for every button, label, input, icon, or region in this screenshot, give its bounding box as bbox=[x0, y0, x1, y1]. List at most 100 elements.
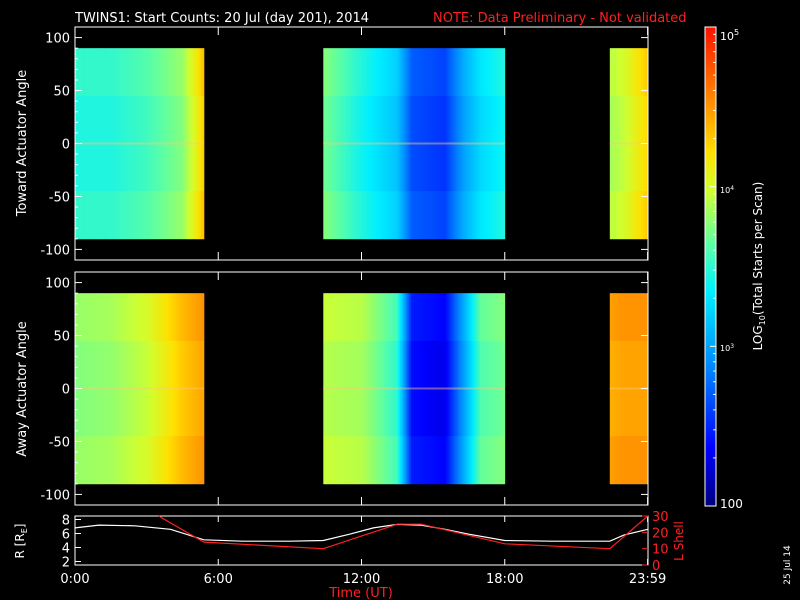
toward-heatmap-cell bbox=[617, 143, 620, 192]
away-heatmap-cell bbox=[426, 436, 429, 485]
toward-heatmap-cell bbox=[399, 95, 403, 144]
away-heatmap-cell bbox=[82, 340, 85, 389]
away-heatmap-cell bbox=[483, 293, 487, 342]
away-heatmap-cell bbox=[449, 436, 452, 485]
toward-heatmap-cell bbox=[134, 48, 137, 97]
away-heatmap-cell bbox=[403, 436, 406, 485]
toward-heatmap-cell bbox=[468, 48, 471, 97]
toward-heatmap-cell bbox=[348, 95, 351, 144]
toward-heatmap-cell bbox=[338, 143, 341, 192]
away-heatmap-cell bbox=[470, 388, 473, 437]
toward-heatmap-cell bbox=[445, 95, 448, 144]
away-heatmap-cell bbox=[644, 293, 647, 342]
away-heatmap-cell bbox=[195, 293, 198, 342]
toward-heatmap-cell bbox=[80, 191, 84, 240]
toward-heatmap-cell bbox=[84, 143, 87, 192]
away-heatmap-cell bbox=[626, 293, 630, 342]
away-heatmap-cell bbox=[176, 436, 179, 485]
toward-heatmap-cell bbox=[359, 95, 362, 144]
away-heatmap-cell bbox=[130, 293, 133, 342]
toward-heatmap-cell bbox=[470, 48, 473, 97]
toward-heatmap-cell bbox=[143, 48, 147, 97]
away-heatmap-cell bbox=[332, 388, 336, 437]
away-heatmap-cell bbox=[84, 340, 87, 389]
toward-heatmap-cell bbox=[470, 191, 473, 240]
away-heatmap-cell bbox=[353, 436, 357, 485]
toward-heatmap-cell bbox=[625, 191, 628, 240]
toward-heatmap-cell bbox=[422, 143, 425, 192]
toward-heatmap-cell bbox=[447, 191, 450, 240]
toward-heatmap-cell bbox=[357, 191, 360, 240]
toward-heatmap-cell bbox=[115, 191, 118, 240]
away-heatmap-cell bbox=[449, 388, 452, 437]
colorbar-title-sub: 10 bbox=[758, 315, 767, 325]
toward-heatmap-cell bbox=[479, 95, 483, 144]
toward-heatmap-cell bbox=[630, 95, 634, 144]
away-heatmap-cell bbox=[403, 340, 406, 389]
away-heatmap-cell bbox=[159, 388, 162, 437]
toward-heatmap-cell bbox=[178, 95, 181, 144]
away-heatmap-cell bbox=[407, 293, 410, 342]
away-heatmap-cell bbox=[382, 436, 385, 485]
away-heatmap-cell bbox=[468, 293, 471, 342]
toward-heatmap-cell bbox=[332, 191, 336, 240]
away-heatmap-cell bbox=[625, 388, 628, 437]
away-heatmap-cell bbox=[407, 340, 410, 389]
toward-heatmap-cell bbox=[130, 191, 133, 240]
away-heatmap-cell bbox=[432, 436, 435, 485]
away-heatmap-cell bbox=[632, 388, 636, 437]
away-heatmap-cell bbox=[323, 436, 326, 485]
toward-heatmap-cell bbox=[197, 48, 200, 97]
away-heatmap-cell bbox=[411, 293, 414, 342]
away-heatmap-cell bbox=[430, 293, 433, 342]
lshell-series-line bbox=[158, 515, 649, 550]
away-heatmap-cell bbox=[468, 388, 471, 437]
toward-heatmap-cell bbox=[353, 191, 357, 240]
toward-heatmap-cell bbox=[487, 48, 490, 97]
away-heatmap-cell bbox=[445, 436, 448, 485]
away-heatmap-cell bbox=[162, 340, 166, 389]
away-heatmap-cell bbox=[84, 388, 87, 437]
away-heatmap-cell bbox=[136, 340, 139, 389]
toward-heatmap-cell bbox=[626, 48, 630, 97]
away-heatmap-cell bbox=[462, 388, 466, 437]
toward-heatmap-cell bbox=[189, 95, 192, 144]
away-heatmap-cell bbox=[143, 388, 147, 437]
away-heatmap-cell bbox=[153, 436, 156, 485]
away-heatmap-cell bbox=[94, 340, 97, 389]
away-heatmap-cell bbox=[420, 293, 424, 342]
toward-heatmap-cell bbox=[393, 48, 397, 97]
away-heatmap-cell bbox=[187, 388, 190, 437]
away-heatmap-cell bbox=[201, 293, 204, 342]
toward-heatmap-cell bbox=[500, 191, 504, 240]
toward-heatmap-cell bbox=[411, 143, 414, 192]
away-heatmap-cell bbox=[630, 436, 634, 485]
toward-heatmap-cell bbox=[155, 48, 158, 97]
away-heatmap-cell bbox=[371, 436, 374, 485]
toward-heatmap-cell bbox=[120, 143, 124, 192]
away-heatmap-cell bbox=[424, 436, 427, 485]
toward-heatmap-cell bbox=[405, 95, 408, 144]
away-heatmap-cell bbox=[334, 436, 338, 485]
away-heatmap-cell bbox=[644, 388, 647, 437]
away-heatmap-cell bbox=[414, 340, 418, 389]
toward-heatmap-cell bbox=[76, 95, 80, 144]
away-heatmap-cell bbox=[329, 388, 332, 437]
toward-heatmap-cell bbox=[86, 143, 89, 192]
toward-heatmap-cell bbox=[621, 191, 624, 240]
away-heatmap-cell bbox=[617, 340, 620, 389]
toward-heatmap-cell bbox=[355, 95, 359, 144]
away-heatmap-cell bbox=[180, 293, 183, 342]
toward-heatmap-cell bbox=[632, 143, 636, 192]
away-heatmap-cell bbox=[432, 388, 435, 437]
toward-heatmap-cell bbox=[172, 48, 175, 97]
toward-heatmap-cell bbox=[380, 95, 383, 144]
away-heatmap-cell bbox=[441, 293, 445, 342]
toward-heatmap-cell bbox=[96, 95, 99, 144]
toward-heatmap-cell bbox=[449, 95, 452, 144]
away-heatmap-cell bbox=[157, 436, 160, 485]
away-heatmap-cell bbox=[464, 436, 467, 485]
away-heatmap-cell bbox=[99, 436, 103, 485]
